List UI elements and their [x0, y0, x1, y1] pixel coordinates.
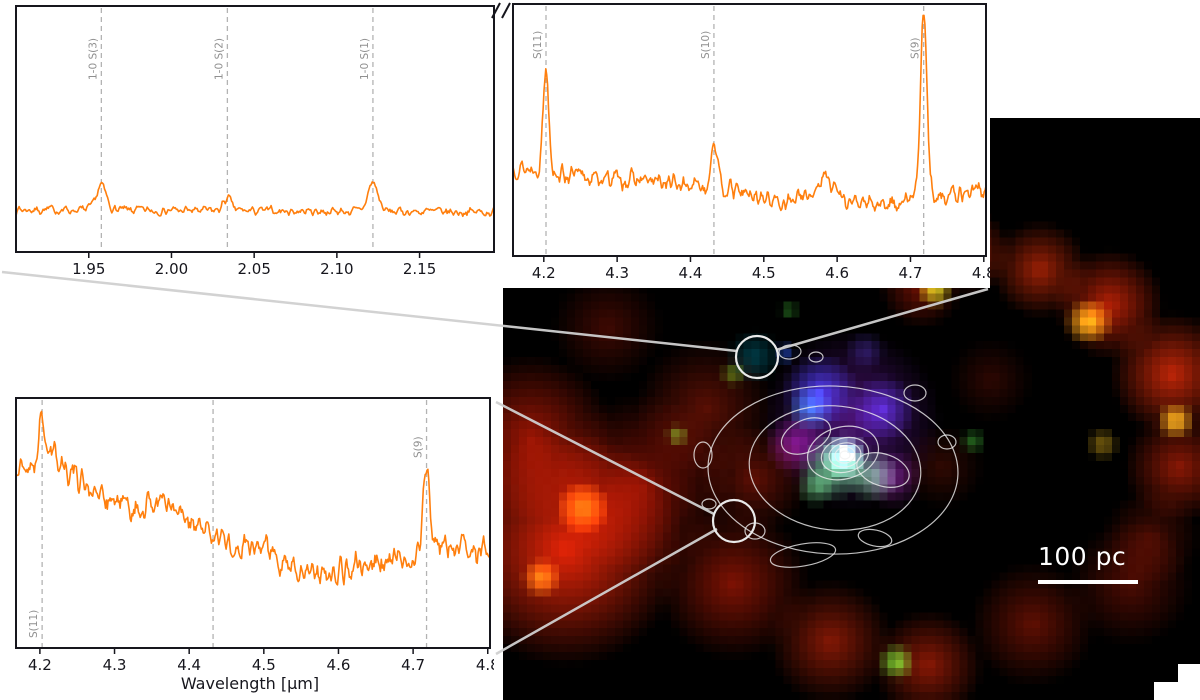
spectrum-plot-co-south: S(11) S(9) 4.2 4.3 4.4 4.5 4.6 4.7 4.8	[15, 397, 494, 674]
x-axis-label: Wavelength [μm]	[180, 674, 320, 693]
axis-frame	[512, 3, 987, 257]
mosaic-edge-step	[1154, 682, 1200, 700]
x-tick-label: 2.05	[237, 260, 270, 278]
scale-bar-label: 100 pc	[1038, 542, 1127, 571]
emission-line-label: 1-0 S(3)	[87, 38, 99, 80]
x-tick-label: 4.6	[327, 656, 351, 674]
spectrum-panel-nir: 1-0 S(3) 1-0 S(2) 1-0 S(1) 1.95 2.00 2.05 2.10…	[6, 2, 498, 284]
axis-frame	[15, 5, 495, 253]
x-tick-label: 4.4	[177, 656, 201, 674]
spectrum-plot-nir: 1-0 S(3) 1-0 S(2) 1-0 S(1) 1.95 2.00 2.05 2.10…	[15, 5, 495, 278]
contour-line	[744, 522, 766, 540]
emission-line-label: 1-0 S(1)	[359, 38, 371, 80]
x-tick-label: 1.95	[72, 260, 105, 278]
x-tick-label: 4.3	[605, 264, 629, 282]
plot-background	[16, 398, 490, 648]
x-tick-label: 4.7	[899, 264, 923, 282]
x-tick-label: 2.00	[155, 260, 188, 278]
x-tick-label: 4.5	[752, 264, 776, 282]
contour-line	[748, 405, 922, 531]
emission-line-label: S(10)	[700, 31, 712, 59]
x-tick-label: 4.2	[28, 656, 52, 674]
contour-line	[769, 542, 837, 568]
emission-line-label: S(9)	[413, 436, 425, 458]
x-tick-label: 4.8	[476, 656, 494, 674]
x-tick-label: 4.7	[401, 656, 425, 674]
scale-bar: 100 pc	[1038, 542, 1138, 584]
x-tick-label: 4.2	[532, 264, 556, 282]
spectrum-panel-co-north: S(11) S(10) S(9) 4.2 4.3 4.4 4.5 4.6 4.7 4.8	[503, 0, 990, 288]
emission-line-label: S(9)	[910, 37, 922, 59]
contour-line	[806, 425, 880, 481]
plot-background	[513, 4, 986, 256]
contour-line	[707, 385, 959, 555]
x-tick-label: 4.3	[103, 656, 127, 674]
contour-line	[856, 452, 910, 488]
spectrum-trace	[15, 410, 491, 586]
contour-line	[857, 528, 893, 548]
spectrum-trace	[512, 14, 987, 212]
contour-line	[839, 450, 851, 460]
contour-line	[903, 384, 927, 402]
scale-bar-line	[1038, 580, 1138, 584]
emission-line-label: S(11)	[532, 31, 544, 59]
emission-line-label: 1-0 S(2)	[213, 38, 225, 80]
x-tick-label: 4.6	[825, 264, 849, 282]
axis-frame	[15, 397, 491, 649]
spectrum-panel-co-south: S(11) S(9) 4.2 4.3 4.4 4.5 4.6 4.7 4.8	[6, 394, 494, 680]
contour-line	[701, 498, 717, 510]
x-tick-label: 4.4	[679, 264, 703, 282]
contour-line	[808, 351, 824, 363]
contour-line	[780, 417, 832, 455]
contour-line	[778, 344, 802, 360]
spectrum-trace	[15, 181, 495, 218]
spectrum-plot-co-north: S(11) S(10) S(9) 4.2 4.3 4.4 4.5 4.6 4.7 4.8	[512, 3, 990, 282]
contour-line	[828, 442, 862, 468]
emission-line-label: S(11)	[28, 610, 40, 638]
mosaic-edge-step	[1178, 664, 1200, 684]
x-tick-label: 4.5	[252, 656, 276, 674]
contour-line	[820, 436, 870, 474]
x-tick-label: 4.8	[972, 264, 990, 282]
x-tick-label: 2.15	[403, 260, 436, 278]
contour-line	[937, 434, 957, 450]
x-tick-label: 2.10	[320, 260, 353, 278]
contour-line	[834, 446, 856, 464]
